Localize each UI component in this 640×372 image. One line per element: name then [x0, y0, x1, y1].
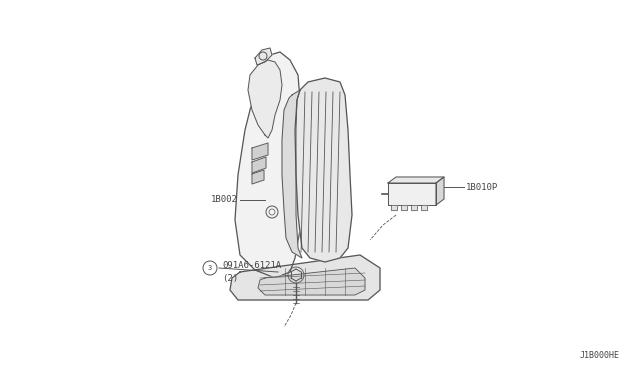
Text: (2): (2)	[222, 273, 238, 282]
Text: 1B002: 1B002	[211, 196, 238, 205]
Polygon shape	[248, 60, 282, 138]
Polygon shape	[436, 177, 444, 205]
Polygon shape	[391, 205, 397, 210]
Polygon shape	[252, 143, 268, 160]
Polygon shape	[411, 205, 417, 210]
Text: 1B010P: 1B010P	[466, 183, 499, 192]
Polygon shape	[252, 157, 266, 173]
Polygon shape	[282, 90, 302, 258]
Polygon shape	[295, 78, 352, 262]
Text: J1B000HE: J1B000HE	[580, 351, 620, 360]
Polygon shape	[421, 205, 427, 210]
Polygon shape	[401, 205, 407, 210]
Polygon shape	[258, 268, 365, 295]
Polygon shape	[388, 183, 436, 205]
Text: 3: 3	[208, 265, 212, 271]
Polygon shape	[252, 170, 264, 184]
Polygon shape	[235, 52, 302, 278]
Text: 091A6-6121A: 091A6-6121A	[222, 260, 281, 269]
Polygon shape	[230, 255, 380, 300]
Polygon shape	[388, 177, 444, 183]
Polygon shape	[255, 48, 272, 65]
